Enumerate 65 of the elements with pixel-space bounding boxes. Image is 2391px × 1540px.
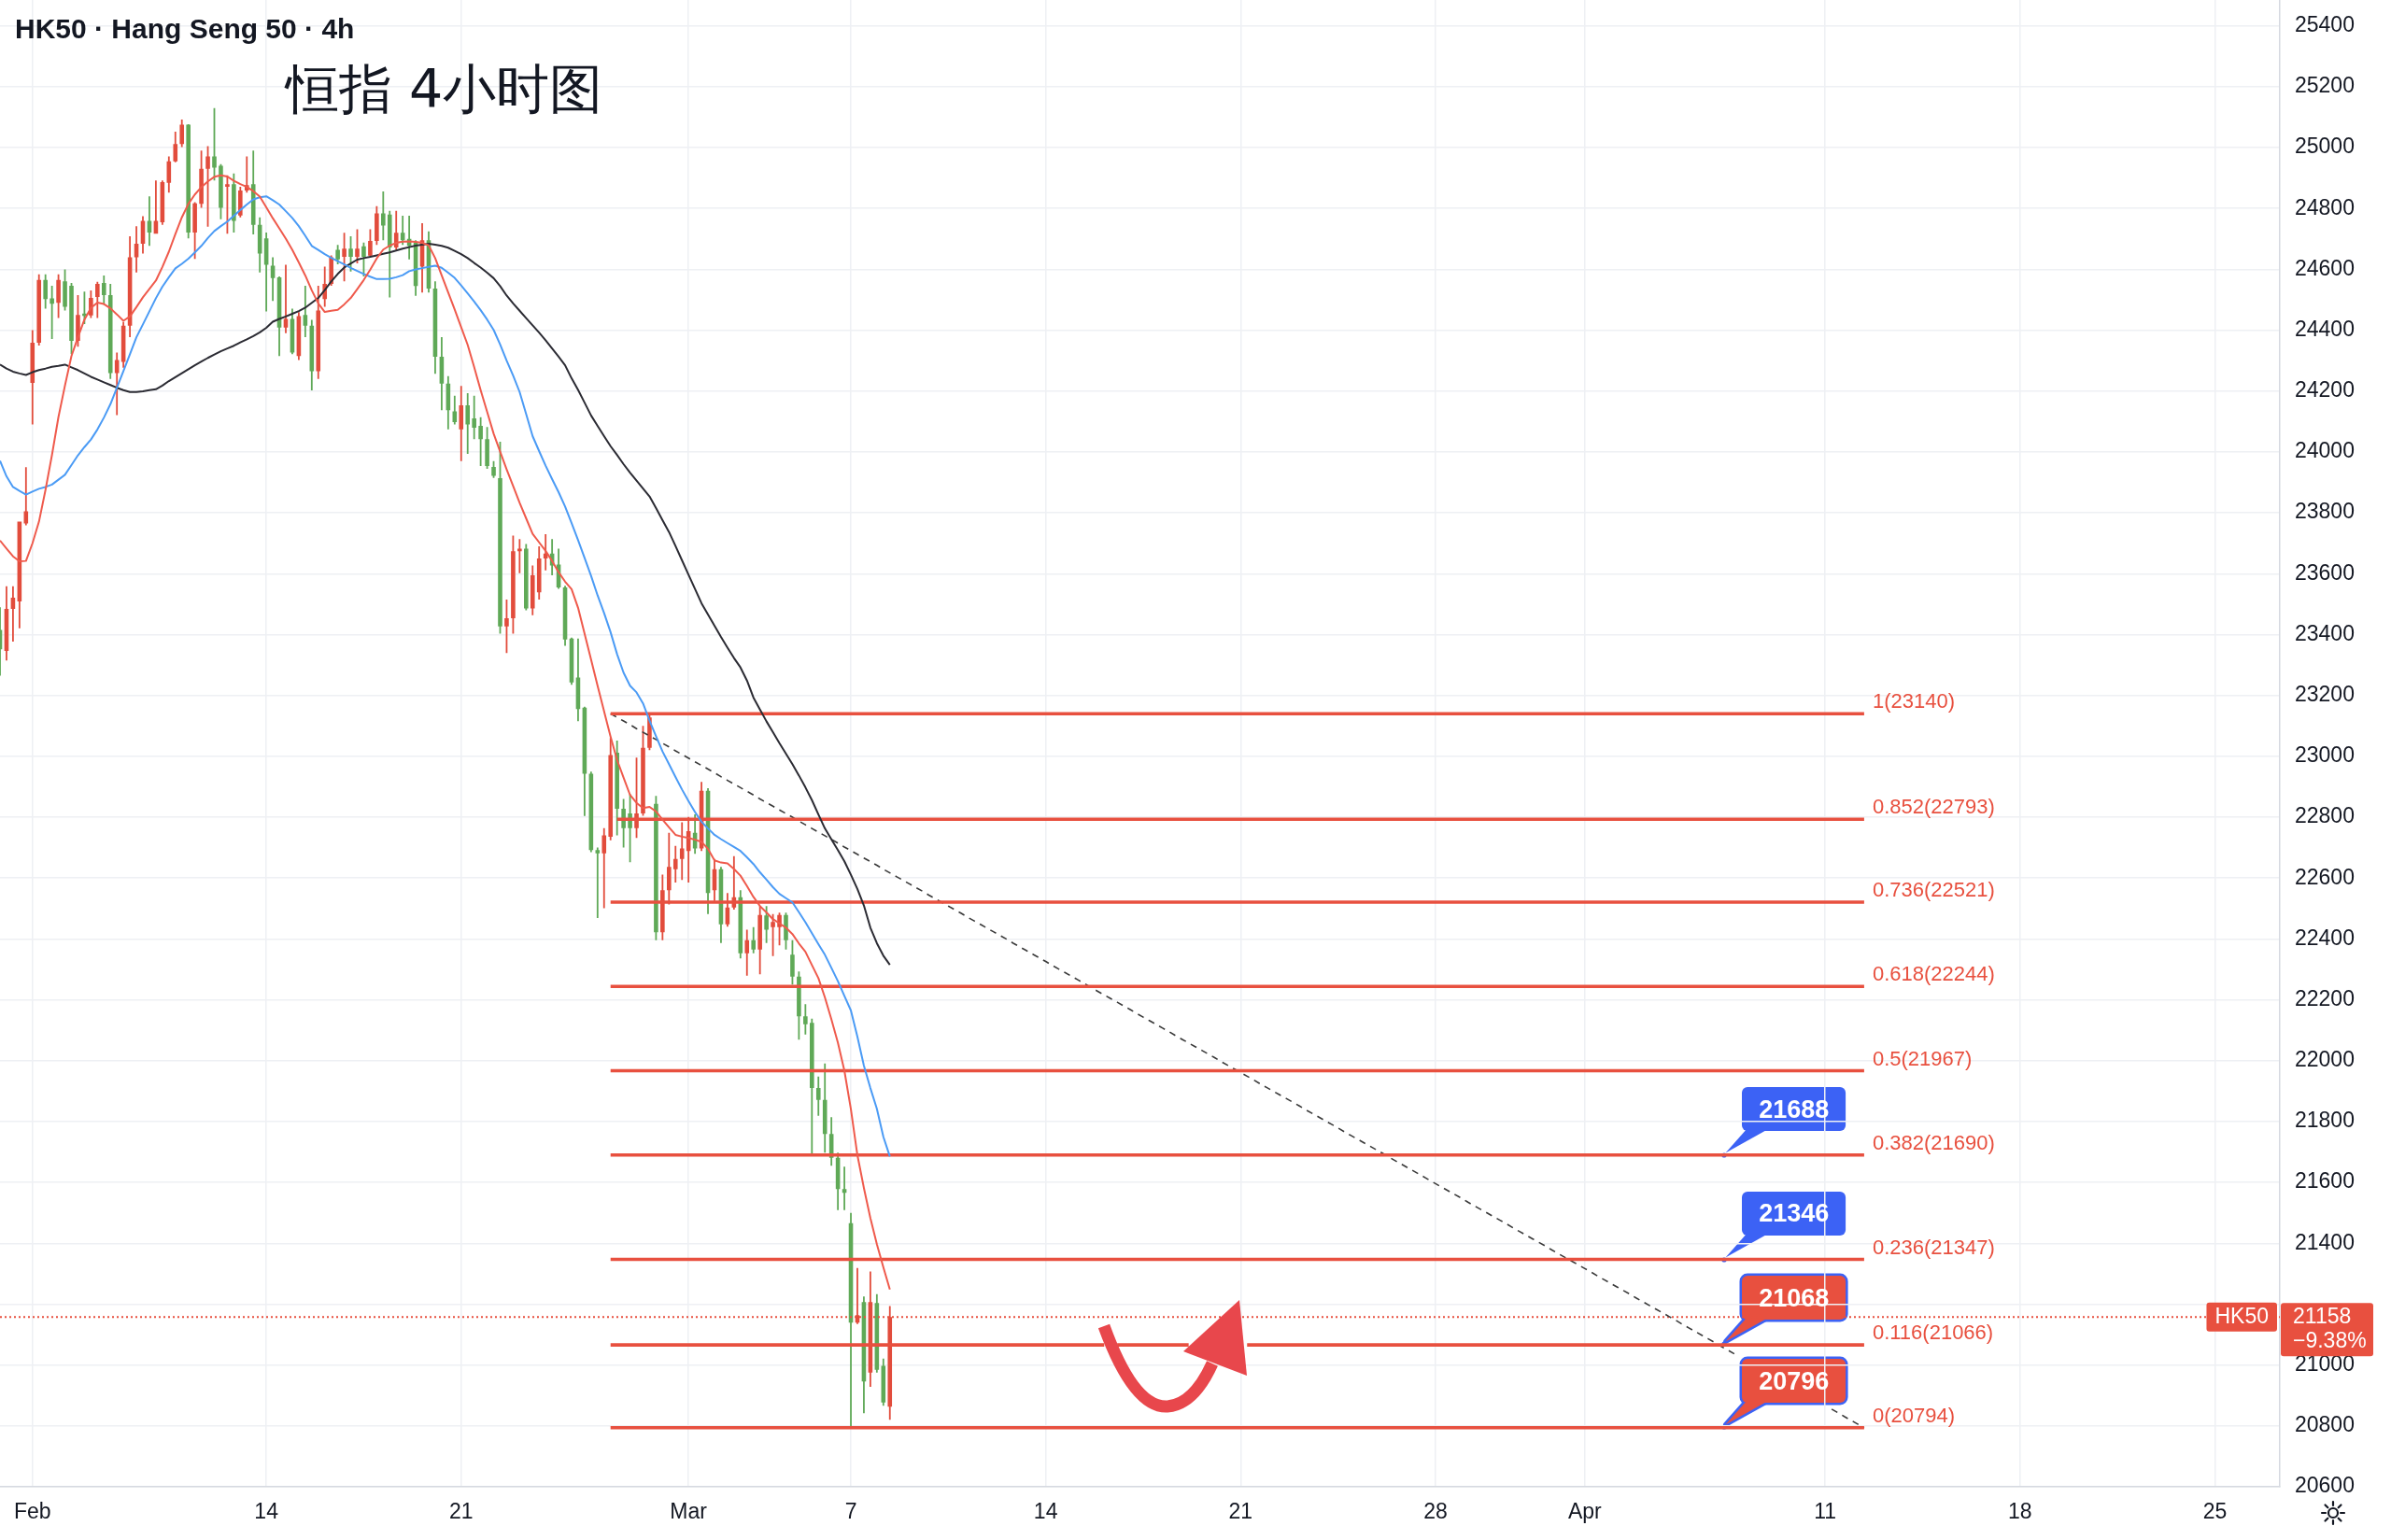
x-tick-label: 18 <box>2008 1499 2032 1524</box>
candlestick <box>283 264 289 333</box>
y-tick-label: 25400 <box>2295 12 2355 37</box>
y-tick-label: 21800 <box>2295 1108 2355 1133</box>
candlestick <box>595 847 601 918</box>
text: HK50 · Hang Seng 50 · 4h <box>15 12 355 46</box>
annotation: 0.618(22244) <box>1872 962 1995 986</box>
annotation: 0.236(21347) <box>1872 1235 1995 1259</box>
ref-line-label: HK50 <box>2214 1304 2270 1329</box>
candlestick <box>459 386 464 461</box>
candlestick <box>601 827 607 909</box>
y-tick-label: 20600 <box>2295 1473 2355 1498</box>
y-tick-label: 22600 <box>2295 864 2355 889</box>
y-tick-label: 22800 <box>2295 803 2355 828</box>
x-tick-label: Feb <box>13 1499 51 1524</box>
y-tick-label: 22200 <box>2295 985 2355 1010</box>
candlestick <box>672 845 678 883</box>
x-tick-label: 11 <box>1814 1499 1837 1524</box>
candlestick <box>815 1076 821 1116</box>
candlestick <box>842 1166 847 1210</box>
y-tick-label: 20800 <box>2295 1412 2355 1437</box>
y-tick-label: 23400 <box>2295 620 2355 645</box>
x-tick-label: 21 <box>1228 1499 1253 1524</box>
text: −9.38% <box>2293 1328 2367 1353</box>
y-tick-label: 24000 <box>2295 438 2355 463</box>
annotation: 1(23140) <box>1872 689 1955 713</box>
y-tick-label: 22400 <box>2295 925 2355 950</box>
annotation: 0.736(22521) <box>1872 878 1995 902</box>
annotation: 0(20794) <box>1872 1403 1955 1427</box>
annotation: 0.116(21066) <box>1872 1321 1994 1345</box>
y-tick-label: 22000 <box>2295 1047 2355 1072</box>
y-tick-label: 24800 <box>2295 194 2355 219</box>
y-tick-label: 25000 <box>2295 134 2355 159</box>
candlestick <box>478 417 483 466</box>
y-tick-label: 23600 <box>2295 559 2355 585</box>
x-tick-label: 21 <box>448 1499 474 1524</box>
y-tick-label: 24600 <box>2295 255 2355 280</box>
y-tick-label: 21600 <box>2295 1168 2355 1194</box>
candlestick <box>803 1004 808 1035</box>
annotation: 0.5(21967) <box>1872 1046 1973 1070</box>
y-tick-label: 24200 <box>2295 377 2355 403</box>
annotation: 0.852(22793) <box>1872 795 1995 819</box>
y-tick-label: 21400 <box>2295 1229 2355 1254</box>
text: 21158 <box>2293 1304 2352 1329</box>
text: 恒指 4小时图 <box>286 58 603 120</box>
candlestick <box>517 539 522 573</box>
x-tick-label: 14 <box>1033 1499 1058 1524</box>
y-tick-label: 25200 <box>2295 73 2355 98</box>
x-tick-label: 25 <box>2202 1499 2228 1524</box>
x-tick-label: 7 <box>844 1499 857 1524</box>
x-tick-label: 28 <box>1423 1499 1448 1524</box>
annotation: 0.382(21690) <box>1872 1130 1995 1154</box>
candlestick <box>381 191 386 241</box>
candlestick <box>472 395 476 440</box>
candlestick <box>744 929 750 976</box>
candlestick <box>465 393 471 454</box>
candlestick <box>50 286 54 340</box>
y-tick-label: 24400 <box>2295 316 2355 341</box>
y-tick-label: 23000 <box>2295 742 2355 768</box>
y-tick-label: 23800 <box>2295 499 2355 524</box>
candlestick <box>679 822 685 881</box>
x-tick-label: Mar <box>670 1499 708 1524</box>
y-tick-label: 23200 <box>2295 682 2355 707</box>
x-tick-label: 14 <box>254 1499 279 1524</box>
x-tick-label: Apr <box>1567 1499 1603 1524</box>
